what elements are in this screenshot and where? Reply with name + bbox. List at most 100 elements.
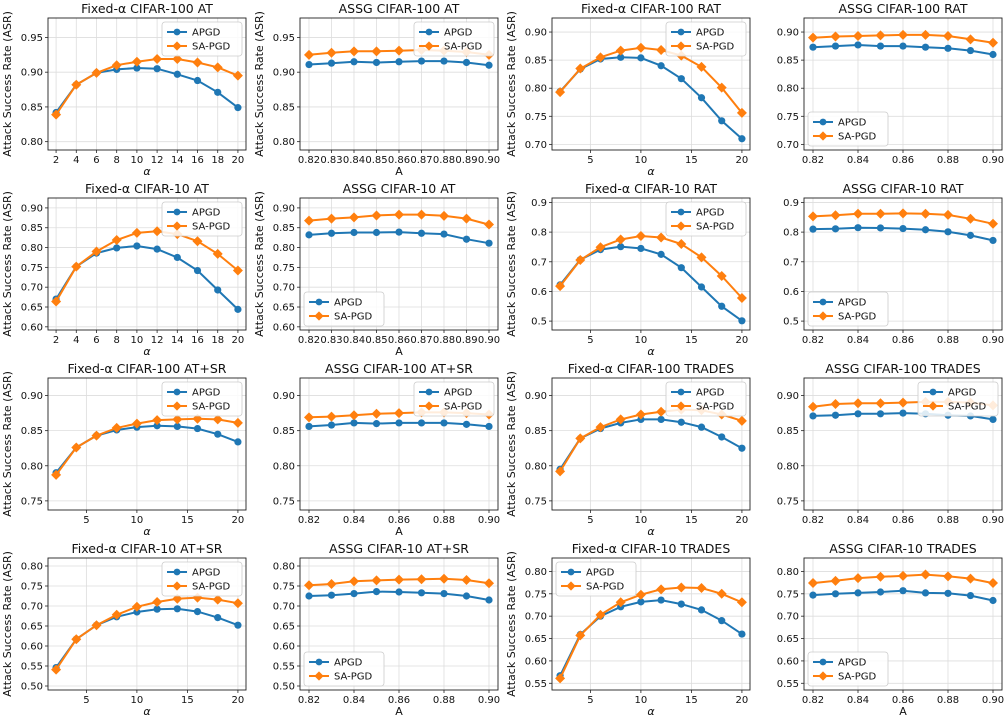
data-point-sa-pgd <box>736 107 747 118</box>
x-tick-label: 5 <box>587 515 593 526</box>
x-tick-label: 10 <box>131 515 144 526</box>
data-point-sa-pgd <box>394 209 404 220</box>
legend: APGD SA-PGD <box>807 111 889 147</box>
y-tick-label: 0.90 <box>777 28 799 39</box>
y-tick-label: 0.95 <box>273 33 295 44</box>
plot-frame <box>47 197 247 331</box>
data-point-apgd <box>944 44 952 52</box>
data-point-apgd <box>697 283 706 291</box>
data-point-apgd <box>809 412 817 420</box>
legend-marker-sa-pgd <box>818 131 828 141</box>
legend-marker-apgd <box>819 658 827 666</box>
data-point-sa-pgd <box>71 79 82 90</box>
chart-title: ASSG CIFAR-10 AT+SR <box>329 541 469 556</box>
chart-svg: ASSG CIFAR-10 TRADES 0.55 0.60 0.65 0.70 0.75… <box>777 541 1004 718</box>
data-point-apgd <box>234 104 242 112</box>
data-point-apgd <box>677 75 685 83</box>
data-point-apgd <box>173 422 181 431</box>
x-tick-label: 0.83 <box>320 155 342 166</box>
y-tick-label: 0.90 <box>273 391 295 402</box>
data-point-sa-pgd <box>555 87 566 98</box>
data-point-apgd <box>876 410 885 418</box>
data-point-sa-pgd <box>212 248 223 259</box>
legend-label: APGD <box>838 658 867 669</box>
legend-box <box>161 561 243 597</box>
x-tick-label: 0.88 <box>937 515 959 526</box>
y-tick-label: 0.70 <box>777 612 799 623</box>
legend-marker-apgd <box>929 388 937 396</box>
x-tick-label: 10 <box>131 155 144 166</box>
chart-title: Fixed-α CIFAR-10 AT+SR <box>71 541 222 556</box>
y-tick-label: 0.9 <box>783 198 799 209</box>
y-tick-label: 0.85 <box>21 223 43 234</box>
x-tick-label: 0.86 <box>388 155 410 166</box>
y-tick-label: 0.80 <box>21 137 43 148</box>
x-axis-label: A <box>899 705 907 718</box>
legend-label: APGD <box>192 28 221 39</box>
legend-marker-apgd <box>315 298 323 306</box>
data-point-sa-pgd <box>615 597 626 608</box>
data-point-sa-pgd <box>232 265 243 276</box>
data-point-apgd <box>305 422 313 431</box>
data-point-sa-pgd <box>988 218 998 229</box>
y-axis-label: Attack Success Rate (ASR) <box>253 191 266 337</box>
chart-panel: Fixed-α CIFAR-10 TRADES 0.55 0.60 0.65 0.70 0… <box>504 540 754 718</box>
y-tick-label: 0.60 <box>21 322 43 333</box>
x-tick-label: 15 <box>685 155 698 166</box>
data-point-apgd <box>173 70 181 78</box>
data-point-sa-pgd <box>875 30 886 41</box>
data-point-sa-pgd <box>394 574 404 585</box>
y-axis-label: Attack Success Rate (ASR) <box>505 551 518 697</box>
data-point-apgd <box>831 42 840 50</box>
legend-label: SA-PGD <box>444 42 483 53</box>
data-point-sa-pgd <box>51 469 62 480</box>
x-axis-label: α <box>647 705 655 718</box>
legend-label: APGD <box>192 388 221 399</box>
data-point-apgd <box>440 57 448 65</box>
plot-frame <box>803 557 1003 691</box>
y-axis-label: Attack Success Rate (ASR) <box>1 371 14 517</box>
x-tick-label: 0.90 <box>982 335 1004 346</box>
chart-svg: ASSG CIFAR-10 RAT 0.5 0.6 0.7 0.8 0.9 0.82 0.84… <box>783 181 1004 346</box>
y-tick-label: 0.90 <box>525 28 547 39</box>
data-point-apgd <box>617 53 625 61</box>
plot-frame <box>803 17 1003 151</box>
y-tick-label: 0.60 <box>21 642 43 653</box>
data-point-sa-pgd <box>232 417 243 428</box>
x-tick-label: 0.90 <box>478 155 500 166</box>
y-tick-label: 0.80 <box>525 84 547 95</box>
data-point-sa-pgd <box>595 52 606 63</box>
legend-marker-apgd <box>819 118 827 126</box>
x-tick-label: 16 <box>191 335 204 346</box>
data-point-sa-pgd <box>920 569 931 580</box>
data-point-sa-pgd <box>394 45 404 56</box>
chart-title: ASSG CIFAR-100 AT <box>339 1 460 16</box>
x-tick-label: 0.86 <box>388 695 410 706</box>
legend-label: APGD <box>838 118 867 129</box>
chart-panel: ASSG CIFAR-10 AT+SR 0.50 0.55 0.60 0.65 0.70 0… <box>252 540 502 718</box>
data-point-sa-pgd <box>304 580 314 591</box>
x-tick-label: 10 <box>635 155 648 166</box>
chart-panel: Fixed-α CIFAR-100 TRADES 0.75 0.80 0.85 0.90… <box>504 360 754 538</box>
data-point-apgd <box>921 226 930 234</box>
data-point-sa-pgd <box>111 422 122 433</box>
data-point-apgd <box>738 135 746 143</box>
x-tick-label: 0.90 <box>478 695 500 706</box>
data-point-sa-pgd <box>212 62 223 73</box>
data-point-sa-pgd <box>875 398 886 409</box>
data-point-sa-pgd <box>394 408 404 419</box>
y-tick-label: 0.75 <box>21 263 43 274</box>
x-tick-label: 0.84 <box>343 695 365 706</box>
legend-label: APGD <box>948 388 977 399</box>
x-tick-label: 0.82 <box>298 515 320 526</box>
x-tick-label: 8 <box>114 335 120 346</box>
data-point-sa-pgd <box>349 576 359 587</box>
data-point-apgd <box>989 415 997 424</box>
y-tick-label: 0.80 <box>21 243 43 254</box>
series-line-sa-pgd <box>559 586 743 679</box>
y-tick-label: 0.50 <box>273 682 295 693</box>
data-point-sa-pgd <box>152 415 163 426</box>
y-tick-label: 0.75 <box>525 496 547 507</box>
data-point-sa-pgd <box>326 47 337 58</box>
data-point-sa-pgd <box>91 430 102 441</box>
